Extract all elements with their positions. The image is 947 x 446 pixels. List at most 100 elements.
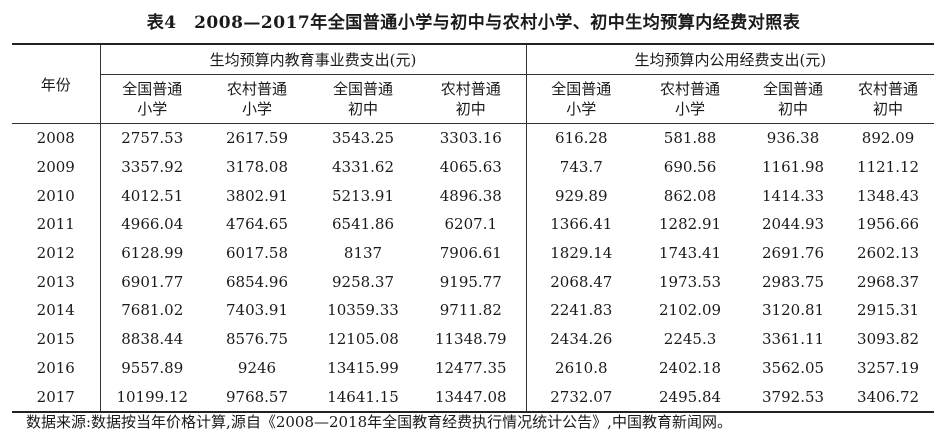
table-row: 2010 4012.51 3802.91 5213.91 4896.38 929.89 86…	[12, 181, 934, 211]
sub-header-5: 全国普通 小学	[525, 74, 637, 124]
year-cell: 2015	[36, 330, 75, 349]
sub-header-line: 初中	[873, 100, 904, 118]
year-cell: 2010	[36, 186, 75, 205]
value-cell: 9711.82	[439, 301, 502, 320]
value-cell: 9557.89	[99, 353, 204, 383]
value-cell: 2617.59	[225, 129, 289, 148]
value-cell: 1282.91	[659, 215, 722, 234]
value-cell: 10359.33	[327, 301, 399, 320]
value-cell: 2044.93	[762, 215, 825, 234]
value-cell: 10199.12	[99, 382, 204, 413]
year-cell: 2009	[36, 158, 75, 177]
value-cell: 5213.91	[331, 186, 395, 205]
value-cell: 929.89	[525, 181, 637, 211]
value-cell: 616.28	[525, 123, 637, 153]
value-cell: 1973.53	[659, 272, 722, 291]
value-cell: 4966.04	[99, 210, 204, 239]
sub-header-line: 全国普通	[122, 80, 183, 98]
value-cell: 3361.11	[762, 330, 825, 349]
table-row: 2015 8838.44 8576.75 12105.08 11348.79 2434.2…	[12, 324, 934, 354]
value-cell: 11348.79	[434, 330, 507, 349]
table-row: 2012 6128.99 6017.58 8137 7906.61 1829.14 1743…	[12, 238, 934, 268]
value-cell: 1414.33	[762, 186, 825, 205]
sub-header-1: 全国普通 小学	[99, 74, 204, 124]
source-note: 数据来源:数据按当年价格计算,源自《2008—2018年全国教育经费执行情况统计…	[26, 413, 732, 431]
value-cell: 6128.99	[99, 238, 204, 268]
sub-header-7: 全国普通 初中	[744, 74, 843, 124]
value-cell: 9195.77	[439, 272, 502, 291]
sub-header-line: 初中	[455, 100, 486, 118]
year-column-header: 年份	[12, 43, 100, 124]
year-cell: 2013	[36, 272, 75, 291]
value-cell: 14641.15	[310, 382, 416, 413]
value-cell: 6207.1	[444, 215, 498, 234]
value-cell: 2691.76	[762, 244, 825, 263]
value-cell: 3406.72	[842, 382, 935, 413]
value-cell: 9768.57	[204, 382, 310, 413]
value-cell: 3543.25	[331, 129, 395, 148]
table-row: 2011 4966.04 4764.65 6541.86 6207.1 1366.41 12…	[12, 210, 934, 239]
value-cell: 3120.81	[762, 301, 825, 320]
value-cell: 8838.44	[99, 324, 204, 354]
value-cell: 1348.43	[857, 186, 920, 205]
value-cell: 7403.91	[225, 301, 289, 320]
value-cell: 3357.92	[99, 152, 204, 182]
value-cell: 3303.16	[439, 129, 502, 148]
value-cell: 690.56	[663, 158, 717, 177]
value-cell: 2434.26	[525, 324, 637, 354]
sub-header-line: 小学	[137, 100, 168, 118]
value-cell: 3562.05	[762, 358, 825, 377]
value-cell: 9246	[237, 358, 277, 377]
value-cell: 2602.13	[857, 244, 920, 263]
value-cell: 7681.02	[99, 296, 204, 325]
sub-header-line: 初中	[778, 100, 809, 118]
value-cell: 581.88	[663, 129, 717, 148]
value-cell: 6901.77	[99, 267, 204, 297]
value-cell: 2610.8	[525, 353, 637, 383]
table-title: 表4 2008—2017年全国普通小学与初中与农村小学、初中生均预算内经费对照表	[146, 13, 801, 33]
sub-header-8: 农村普通 初中	[842, 74, 935, 124]
sub-header-2: 农村普通 小学	[204, 74, 310, 124]
sub-header-line: 全国普通	[332, 80, 393, 98]
value-cell: 936.38	[766, 129, 820, 148]
value-cell: 2983.75	[762, 272, 825, 291]
year-cell: 2012	[36, 244, 75, 263]
value-cell: 3257.19	[857, 358, 920, 377]
value-cell: 2732.07	[525, 382, 637, 413]
expenditure-table: 年份 生均预算内教育事业费支出(元) 生均预算内公用经费支出(元) 全国普通 小学…	[12, 43, 935, 413]
sub-header-line: 农村普通	[440, 80, 501, 98]
value-cell: 4896.38	[439, 186, 502, 205]
year-cell: 2008	[36, 129, 75, 148]
value-cell: 2915.31	[857, 301, 920, 320]
year-cell: 2017	[12, 382, 100, 413]
value-cell: 743.7	[525, 152, 637, 182]
value-cell: 12105.08	[327, 330, 399, 349]
sub-header-line: 小学	[675, 100, 706, 118]
value-cell: 2241.83	[525, 296, 637, 325]
group-header-public-expense: 生均预算内公用经费支出(元)	[525, 43, 935, 75]
sub-header-line: 全国普通	[551, 80, 612, 98]
table-row: 2017 10199.12 9768.57 14641.15 13447.08 2732.…	[12, 382, 935, 413]
value-cell: 4764.65	[225, 215, 289, 234]
value-cell: 2402.18	[659, 358, 722, 377]
year-cell: 2011	[36, 215, 75, 234]
value-cell: 4331.62	[331, 158, 395, 177]
table-row: 2008 2757.53 2617.59 3543.25 3303.16 616.28 58…	[12, 123, 934, 153]
year-cell: 2014	[36, 301, 75, 320]
sub-header-line: 小学	[241, 100, 272, 118]
value-cell: 2757.53	[99, 123, 204, 153]
value-cell: 13415.99	[327, 358, 399, 377]
value-cell: 1829.14	[525, 238, 637, 268]
sub-header-line: 农村普通	[858, 80, 919, 98]
value-cell: 1366.41	[525, 210, 637, 239]
value-cell: 13447.08	[416, 382, 527, 413]
sub-header-4: 农村普通 初中	[416, 74, 527, 124]
value-cell: 3178.08	[225, 158, 289, 177]
value-cell: 9258.37	[331, 272, 395, 291]
sub-header-3: 全国普通 初中	[310, 74, 416, 124]
sub-header-line: 初中	[347, 100, 378, 118]
value-cell: 1121.12	[857, 158, 920, 177]
value-cell: 1161.98	[762, 158, 825, 177]
value-cell: 2495.84	[636, 382, 745, 413]
value-cell: 6541.86	[331, 215, 395, 234]
